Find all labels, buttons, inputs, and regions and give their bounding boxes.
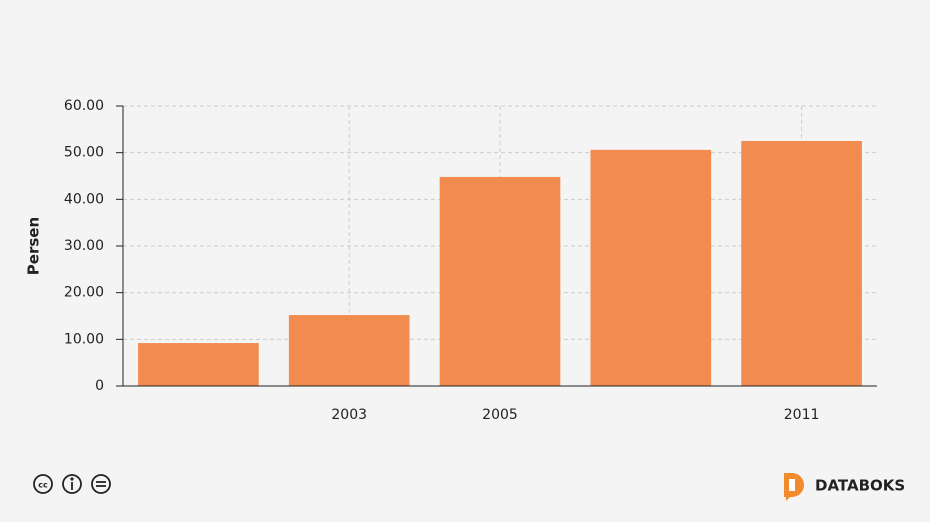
bar xyxy=(741,141,862,386)
bar xyxy=(138,343,259,386)
x-tick-label: 2005 xyxy=(482,407,518,423)
y-tick-label: 20.00 xyxy=(64,285,104,301)
y-tick-label: 60.00 xyxy=(64,98,104,114)
brand-logo xyxy=(784,473,804,501)
x-tick-label: 2003 xyxy=(331,407,367,423)
bar xyxy=(590,149,712,386)
cc-icons: cc xyxy=(33,474,111,494)
x-tick-label: 2011 xyxy=(784,407,820,423)
bar xyxy=(288,315,410,386)
y-tick-label: 0 xyxy=(95,378,104,394)
y-tick-label: 50.00 xyxy=(64,145,104,161)
y-tick-label: 10.00 xyxy=(64,331,104,347)
y-axis-label: Persen xyxy=(25,217,43,275)
brand-name: DATABOKS xyxy=(815,477,905,495)
y-tick-label: 40.00 xyxy=(64,191,104,207)
bar xyxy=(439,176,561,386)
y-tick-label: 30.00 xyxy=(64,238,104,254)
svg-text:cc: cc xyxy=(38,481,48,490)
